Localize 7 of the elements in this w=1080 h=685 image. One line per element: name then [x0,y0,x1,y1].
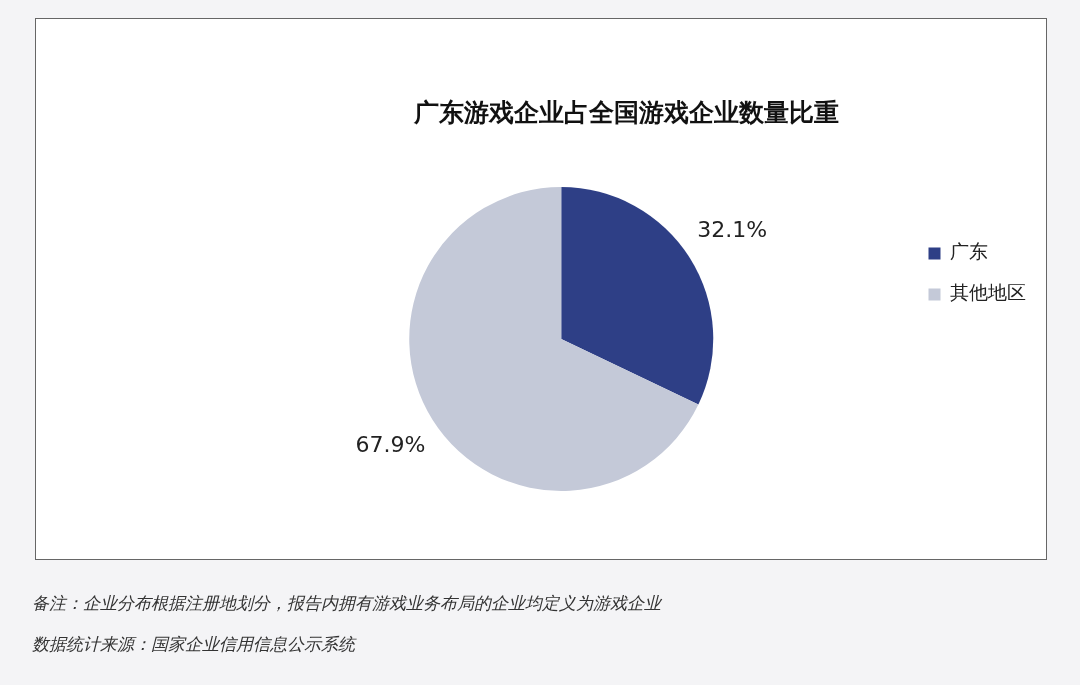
data-label: 67.9% [355,432,426,458]
text: 数据统计来源：国家企业信用信息公示系统 [32,633,358,656]
data-label: 32.1% [697,217,768,243]
legend-label: 其他地区 [950,281,1026,304]
legend-label: 广东 [950,240,988,263]
chart-title: 广东游戏企业占全国游戏企业数量比重 [412,97,839,127]
text: 备注：企业分布根据注册地划分，报告内拥有游戏业务布局的企业均定义为游戏企业 [32,592,661,615]
